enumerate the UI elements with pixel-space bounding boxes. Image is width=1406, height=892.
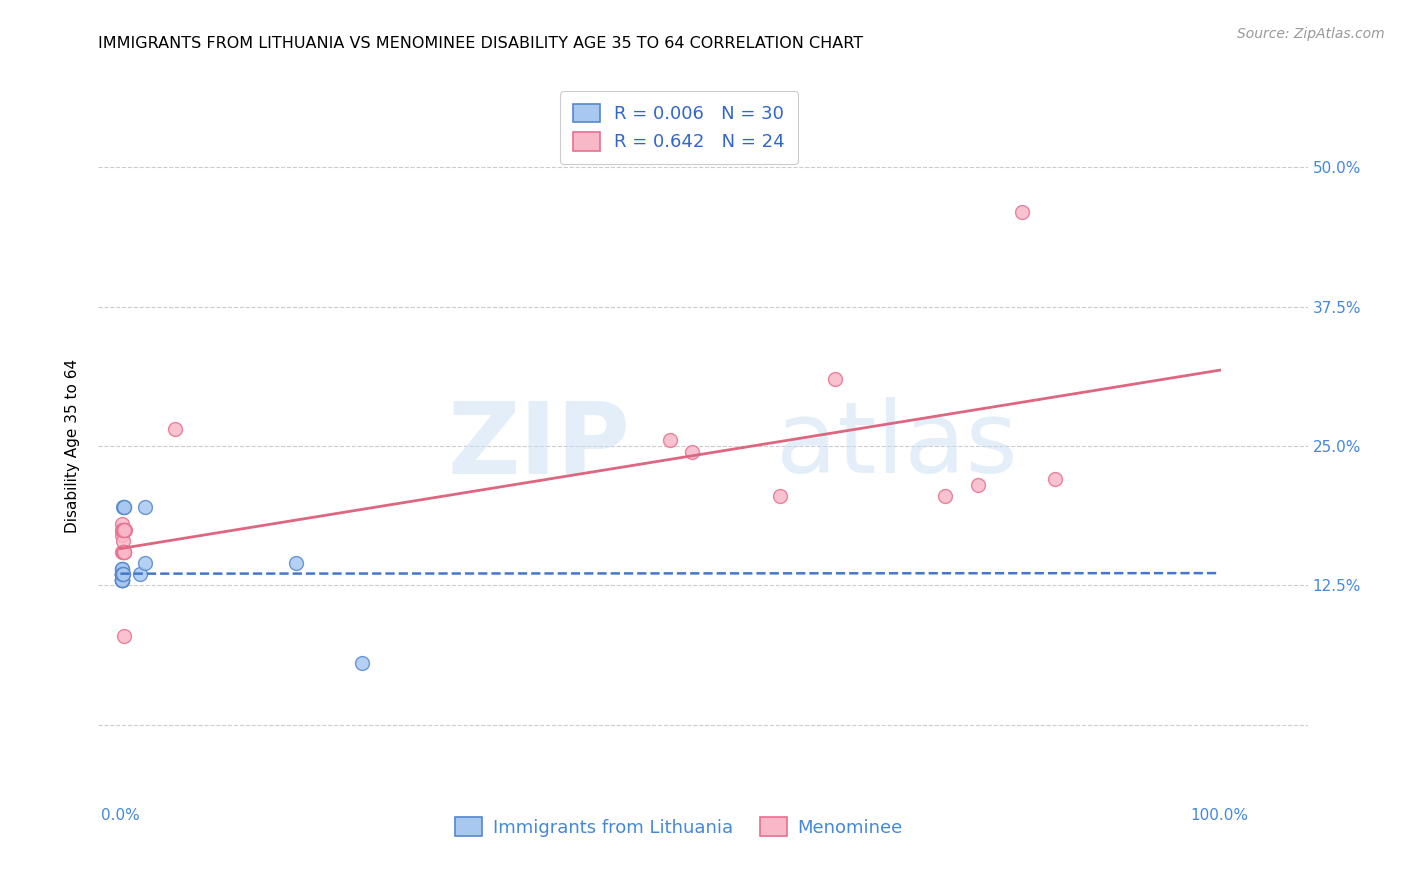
Point [659, 434, 682, 448]
Text: ZIP: ZIP [447, 398, 630, 494]
Point [129, 567, 152, 582]
Point [165, 422, 187, 436]
Point [134, 500, 156, 515]
Point [110, 573, 132, 587]
Text: atlas: atlas [776, 398, 1017, 494]
Point [110, 567, 132, 582]
Point [110, 567, 132, 582]
Point [110, 573, 132, 587]
Point [111, 545, 134, 559]
Point [110, 567, 132, 582]
Point [114, 523, 136, 537]
Point [1011, 204, 1033, 219]
Point [111, 533, 134, 548]
Point [110, 573, 132, 587]
Point [681, 444, 703, 458]
Point [112, 523, 135, 537]
Point [112, 545, 135, 559]
Point [110, 528, 132, 542]
Y-axis label: Disability Age 35 to 64: Disability Age 35 to 64 [65, 359, 80, 533]
Point [110, 562, 132, 576]
Point [824, 372, 846, 386]
Text: IMMIGRANTS FROM LITHUANIA VS MENOMINEE DISABILITY AGE 35 TO 64 CORRELATION CHART: IMMIGRANTS FROM LITHUANIA VS MENOMINEE D… [98, 36, 863, 51]
Point [112, 628, 135, 642]
Point [934, 489, 956, 503]
Point [110, 573, 132, 587]
Point [110, 567, 132, 582]
Point [769, 489, 792, 503]
Point [110, 545, 132, 559]
Legend: Immigrants from Lithuania, Menominee: Immigrants from Lithuania, Menominee [447, 810, 910, 844]
Point [112, 545, 135, 559]
Point [110, 516, 132, 531]
Point [112, 500, 135, 515]
Point [1043, 472, 1066, 486]
Point [352, 657, 374, 671]
Point [110, 573, 132, 587]
Text: Source: ZipAtlas.com: Source: ZipAtlas.com [1237, 27, 1385, 41]
Point [111, 567, 134, 582]
Point [110, 573, 132, 587]
Point [110, 567, 132, 582]
Point [285, 556, 308, 570]
Point [110, 567, 132, 582]
Point [110, 567, 132, 582]
Point [110, 523, 132, 537]
Point [110, 562, 132, 576]
Point [110, 573, 132, 587]
Point [110, 573, 132, 587]
Point [110, 567, 132, 582]
Point [110, 562, 132, 576]
Point [112, 545, 135, 559]
Point [966, 478, 988, 492]
Point [112, 500, 135, 515]
Point [110, 567, 132, 582]
Point [112, 523, 135, 537]
Point [111, 567, 134, 582]
Point [111, 500, 134, 515]
Point [134, 556, 156, 570]
Point [111, 523, 134, 537]
Point [112, 523, 135, 537]
